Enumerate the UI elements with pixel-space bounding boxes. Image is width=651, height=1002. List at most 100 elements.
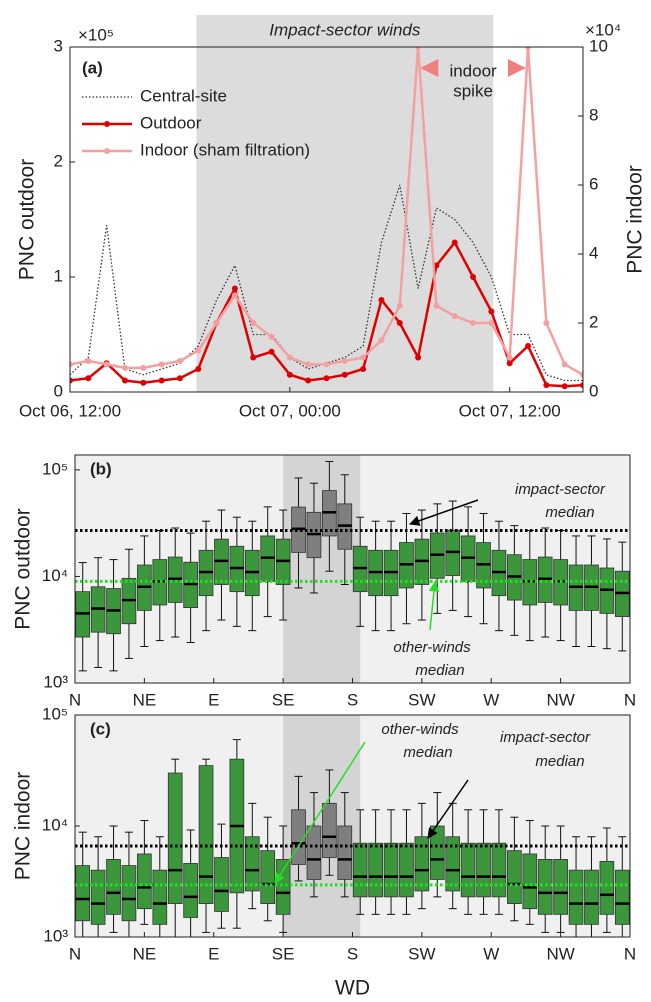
y-axis-label: PNC outdoor [16,159,39,280]
y-tick-label: 10⁴ [42,815,68,834]
reference-label: median [545,504,594,521]
plot-area [75,739,630,937]
legend-label: Outdoor [140,113,202,132]
box [599,860,615,915]
box [244,836,260,892]
series-marker [396,320,403,326]
series-marker [231,285,238,292]
x-tick-label: S [347,690,358,709]
box [476,842,491,898]
series-marker [525,47,532,50]
x-tick-label: Oct 07, 00:00 [239,401,341,420]
y-tick-label: 10³ [43,672,68,691]
x-tick-label: N [69,944,81,963]
series-marker [360,354,367,361]
series-marker [525,343,532,349]
legend-label: Central-site [140,86,227,105]
reference-label: impact-sector [500,729,591,746]
box [614,869,630,925]
series-marker [195,366,202,372]
series-marker [268,348,275,355]
y2-tick-label: 8 [589,105,598,124]
y-tick-label: 2 [54,151,63,170]
series-marker [396,302,403,309]
y2-scale-label: ×10⁴ [585,20,621,39]
x-axis-label: WD [335,977,370,1000]
x-tick-label: Oct 06, 12:00 [19,401,121,420]
box [491,842,507,898]
box [121,865,137,922]
box [414,836,430,892]
legend-marker [104,121,110,127]
plot-frame [69,46,584,393]
y2-tick-label: 0 [589,381,598,400]
y2-tick-label: 6 [589,174,598,193]
panel-label: (c) [90,719,111,738]
box [368,842,383,898]
series-marker [451,313,458,320]
y-scale-label: ×10⁵ [78,25,114,44]
series-marker [103,361,110,368]
y-tick-label: 3 [54,36,63,55]
series-marker [268,333,275,340]
reference-label: impact-sector [515,481,606,498]
x-tick-label: NW [546,944,574,963]
series-marker [341,371,348,378]
x-tick-label: W [483,690,499,709]
series-marker [286,371,293,378]
series-marker [140,364,147,371]
plot-area [75,460,630,672]
box [429,825,445,880]
reference-arrow [428,580,440,631]
series-marker [250,354,257,361]
x-tick-label: Oct 07, 12:00 [459,401,561,420]
x-tick-label: SW [408,690,435,709]
series-marker [543,382,550,389]
x-tick-label: E [208,690,219,709]
y2-tick-label: 10 [589,36,608,55]
x-tick-label: W [483,944,499,963]
box [568,869,584,925]
reference-label: median [403,744,452,761]
series-marker [140,379,147,386]
box [183,863,198,918]
y2-axis-label: PNC indoor [624,165,647,274]
series-marker [415,354,422,361]
series-marker [231,292,238,299]
panel-label: (b) [90,459,112,478]
box [322,802,337,858]
box [522,853,538,910]
series-marker [323,361,330,368]
y-tick-label: 0 [54,381,63,400]
series-marker [470,274,477,280]
series-marker [470,320,477,326]
series-marker [561,361,568,368]
panel-label: (a) [82,58,103,77]
x-tick-label: SE [272,944,295,963]
series-marker [341,357,348,364]
x-tick-label: SW [408,944,435,963]
series-marker [433,302,440,309]
y2-tick-label: 2 [589,312,598,331]
x-tick-label: NE [133,690,157,709]
series-marker [85,357,92,364]
box [553,859,568,915]
series-marker [176,357,183,364]
y-tick-label: 10⁵ [42,459,68,478]
box [260,850,276,904]
series-marker [213,320,220,326]
box [198,765,214,904]
series-marker [451,239,458,246]
box [445,836,461,892]
series-marker [415,47,422,50]
series-marker [488,320,495,326]
reference-arrow [409,499,479,526]
y-tick-label: 10³ [43,926,68,945]
y2-tick-label: 4 [589,243,598,262]
series-marker [85,375,92,382]
y-tick-label: 10⁴ [42,566,68,585]
series-marker [543,320,550,326]
series-marker [305,377,312,384]
series-marker [250,320,257,326]
